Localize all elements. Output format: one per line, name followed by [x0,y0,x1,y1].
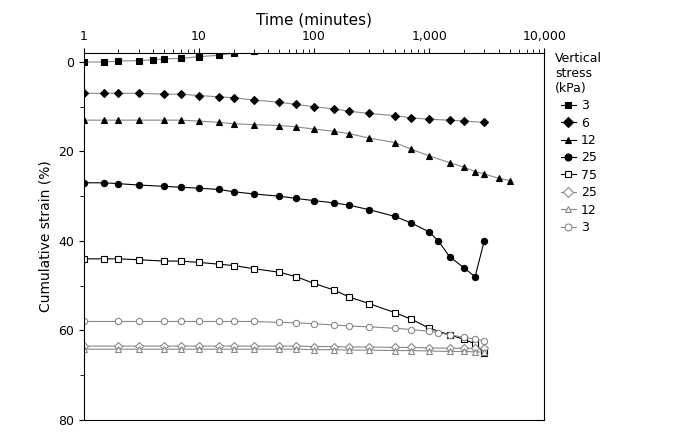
Legend: 3, 6, 12, 25, 75, 25, 12, 3: 3, 6, 12, 25, 75, 25, 12, 3 [556,52,602,234]
Y-axis label: Cumulative strain (%): Cumulative strain (%) [38,160,52,312]
X-axis label: Time (minutes): Time (minutes) [256,13,372,28]
